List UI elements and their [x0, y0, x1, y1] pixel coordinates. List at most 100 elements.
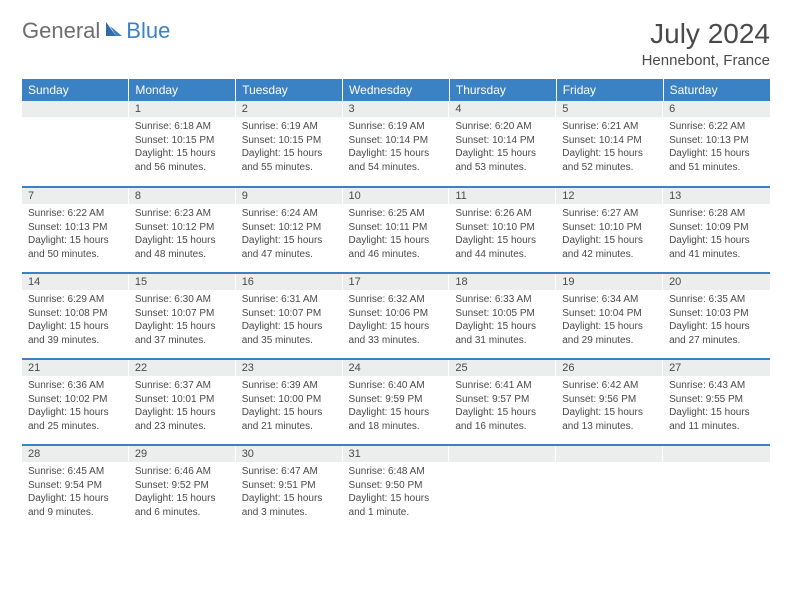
day-cell: 11Sunrise: 6:26 AMSunset: 10:10 PMDaylig…: [449, 187, 556, 273]
day-line: Daylight: 15 hours: [28, 234, 123, 248]
day-content: Sunrise: 6:39 AMSunset: 10:00 PMDaylight…: [236, 376, 343, 439]
day-number: 27: [663, 360, 770, 376]
day-cell: 31Sunrise: 6:48 AMSunset: 9:50 PMDayligh…: [343, 445, 450, 531]
day-content: Sunrise: 6:21 AMSunset: 10:14 PMDaylight…: [556, 117, 663, 180]
day-cell: 5Sunrise: 6:21 AMSunset: 10:14 PMDayligh…: [556, 101, 663, 187]
day-content: [449, 462, 556, 471]
day-number: 17: [343, 274, 450, 290]
day-line: and 11 minutes.: [669, 420, 764, 434]
day-line: Sunset: 9:56 PM: [562, 393, 657, 407]
day-cell: 25Sunrise: 6:41 AMSunset: 9:57 PMDayligh…: [449, 359, 556, 445]
day-number: [663, 446, 770, 462]
day-line: and 56 minutes.: [135, 161, 230, 175]
day-cell: 12Sunrise: 6:27 AMSunset: 10:10 PMDaylig…: [556, 187, 663, 273]
day-line: and 47 minutes.: [242, 248, 337, 262]
day-cell: 26Sunrise: 6:42 AMSunset: 9:56 PMDayligh…: [556, 359, 663, 445]
day-line: Daylight: 15 hours: [349, 234, 444, 248]
day-line: Sunset: 10:14 PM: [562, 134, 657, 148]
day-line: Sunrise: 6:19 AM: [349, 120, 444, 134]
dayhead-saturday: Saturday: [663, 79, 770, 101]
day-line: Sunrise: 6:28 AM: [669, 207, 764, 221]
day-line: Sunrise: 6:45 AM: [28, 465, 123, 479]
day-number: 6: [663, 101, 770, 117]
day-content: Sunrise: 6:46 AMSunset: 9:52 PMDaylight:…: [129, 462, 236, 525]
day-cell: 30Sunrise: 6:47 AMSunset: 9:51 PMDayligh…: [236, 445, 343, 531]
day-line: Sunset: 10:11 PM: [349, 221, 444, 235]
day-line: Daylight: 15 hours: [669, 320, 764, 334]
week-row: 21Sunrise: 6:36 AMSunset: 10:02 PMDaylig…: [22, 359, 770, 445]
day-line: and 9 minutes.: [28, 506, 123, 520]
day-content: Sunrise: 6:40 AMSunset: 9:59 PMDaylight:…: [343, 376, 450, 439]
day-line: Sunrise: 6:35 AM: [669, 293, 764, 307]
day-content: Sunrise: 6:19 AMSunset: 10:14 PMDaylight…: [343, 117, 450, 180]
day-line: Sunrise: 6:42 AM: [562, 379, 657, 393]
day-cell: 23Sunrise: 6:39 AMSunset: 10:00 PMDaylig…: [236, 359, 343, 445]
day-line: and 41 minutes.: [669, 248, 764, 262]
day-number: 14: [22, 274, 129, 290]
day-line: and 42 minutes.: [562, 248, 657, 262]
day-line: Daylight: 15 hours: [28, 406, 123, 420]
day-cell: 2Sunrise: 6:19 AMSunset: 10:15 PMDayligh…: [236, 101, 343, 187]
day-content: Sunrise: 6:25 AMSunset: 10:11 PMDaylight…: [343, 204, 450, 267]
day-line: and 25 minutes.: [28, 420, 123, 434]
calendar-table: Sunday Monday Tuesday Wednesday Thursday…: [22, 79, 770, 531]
day-content: Sunrise: 6:20 AMSunset: 10:14 PMDaylight…: [449, 117, 556, 180]
day-line: Daylight: 15 hours: [562, 234, 657, 248]
day-header-row: Sunday Monday Tuesday Wednesday Thursday…: [22, 79, 770, 101]
day-cell: 21Sunrise: 6:36 AMSunset: 10:02 PMDaylig…: [22, 359, 129, 445]
day-cell: 6Sunrise: 6:22 AMSunset: 10:13 PMDayligh…: [663, 101, 770, 187]
dayhead-monday: Monday: [129, 79, 236, 101]
day-cell: 18Sunrise: 6:33 AMSunset: 10:05 PMDaylig…: [449, 273, 556, 359]
day-number: 10: [343, 188, 450, 204]
day-number: 28: [22, 446, 129, 462]
day-content: Sunrise: 6:43 AMSunset: 9:55 PMDaylight:…: [663, 376, 770, 439]
day-line: Sunset: 10:13 PM: [669, 134, 764, 148]
day-number: 24: [343, 360, 450, 376]
dayhead-thursday: Thursday: [449, 79, 556, 101]
day-cell: 1 Sunrise: 6:18 AMSunset: 10:15 PMDayligh…: [129, 101, 236, 187]
day-line: and 13 minutes.: [562, 420, 657, 434]
day-line: Daylight: 15 hours: [242, 320, 337, 334]
day-line: Daylight: 15 hours: [242, 492, 337, 506]
day-line: Sunrise: 6:30 AM: [135, 293, 230, 307]
day-line: and 33 minutes.: [349, 334, 444, 348]
logo-sail-icon: [104, 20, 124, 43]
day-line: and 53 minutes.: [455, 161, 550, 175]
week-row: 14Sunrise: 6:29 AMSunset: 10:08 PMDaylig…: [22, 273, 770, 359]
day-cell: 14Sunrise: 6:29 AMSunset: 10:08 PMDaylig…: [22, 273, 129, 359]
day-number: 1: [129, 101, 236, 117]
day-line: Sunset: 10:09 PM: [669, 221, 764, 235]
day-line: Daylight: 15 hours: [242, 147, 337, 161]
day-line: Sunrise: 6:33 AM: [455, 293, 550, 307]
day-content: Sunrise: 6:22 AMSunset: 10:13 PMDaylight…: [22, 204, 129, 267]
day-line: and 6 minutes.: [135, 506, 230, 520]
day-line: and 44 minutes.: [455, 248, 550, 262]
day-number: 13: [663, 188, 770, 204]
day-content: [22, 117, 129, 126]
dayhead-wednesday: Wednesday: [343, 79, 450, 101]
location: Hennebont, France: [642, 52, 770, 69]
day-number: 29: [129, 446, 236, 462]
day-line: and 35 minutes.: [242, 334, 337, 348]
day-content: Sunrise: 6:32 AMSunset: 10:06 PMDaylight…: [343, 290, 450, 353]
day-line: Sunrise: 6:48 AM: [349, 465, 444, 479]
day-cell: 17Sunrise: 6:32 AMSunset: 10:06 PMDaylig…: [343, 273, 450, 359]
day-line: Sunrise: 6:18 AM: [135, 120, 230, 134]
day-cell: 20Sunrise: 6:35 AMSunset: 10:03 PMDaylig…: [663, 273, 770, 359]
day-line: Daylight: 15 hours: [669, 406, 764, 420]
day-cell: [22, 101, 129, 187]
day-content: Sunrise: 6:37 AMSunset: 10:01 PMDaylight…: [129, 376, 236, 439]
day-number: [22, 101, 129, 117]
day-line: and 1 minute.: [349, 506, 444, 520]
day-line: Sunset: 10:12 PM: [242, 221, 337, 235]
day-content: Sunrise: 6:19 AMSunset: 10:15 PMDaylight…: [236, 117, 343, 180]
day-cell: 15Sunrise: 6:30 AMSunset: 10:07 PMDaylig…: [129, 273, 236, 359]
day-number: 12: [556, 188, 663, 204]
dayhead-tuesday: Tuesday: [236, 79, 343, 101]
day-content: Sunrise: 6:26 AMSunset: 10:10 PMDaylight…: [449, 204, 556, 267]
day-line: Daylight: 15 hours: [135, 147, 230, 161]
day-number: 31: [343, 446, 450, 462]
day-line: Sunrise: 6:22 AM: [669, 120, 764, 134]
day-line: Sunset: 10:15 PM: [135, 134, 230, 148]
week-row: 28Sunrise: 6:45 AMSunset: 9:54 PMDayligh…: [22, 445, 770, 531]
